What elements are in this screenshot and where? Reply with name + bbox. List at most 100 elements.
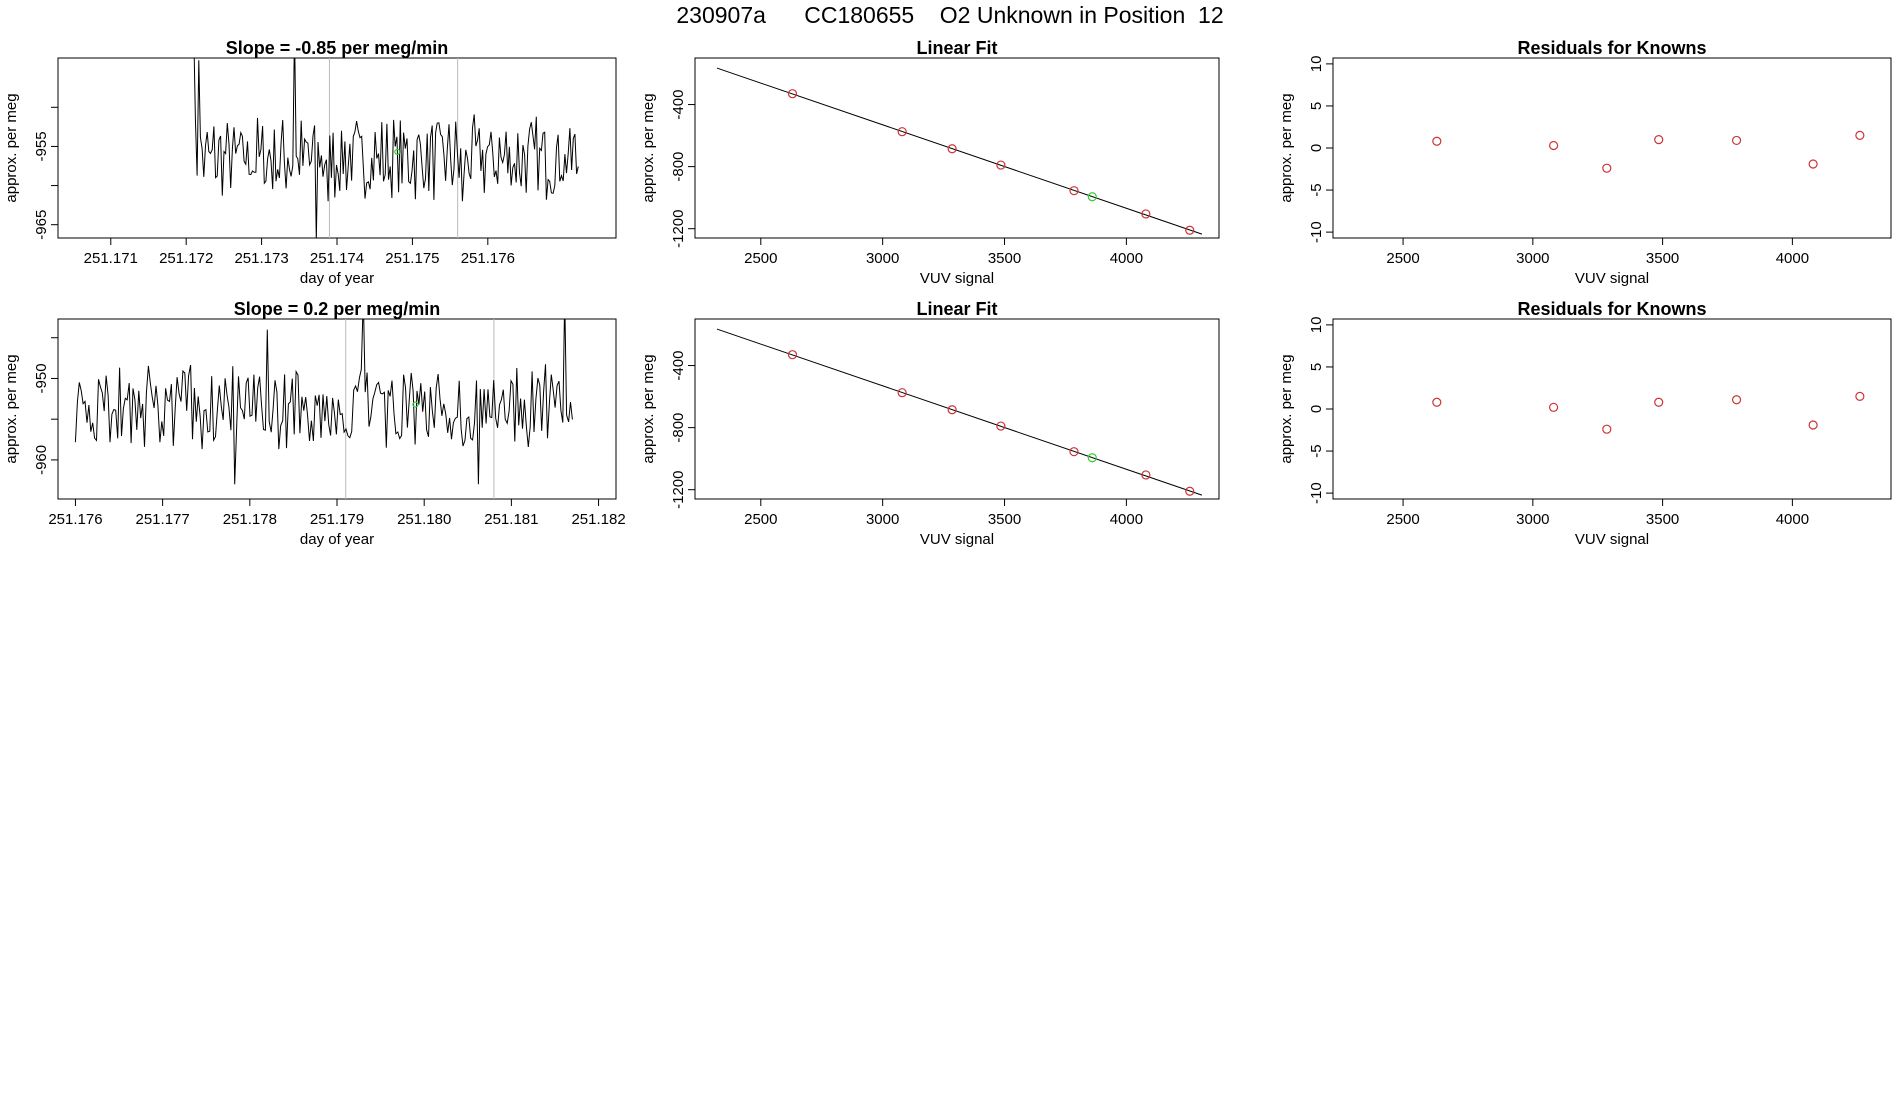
- plot-frame: [57, 57, 617, 239]
- x-tick-label: 3500: [988, 511, 1021, 528]
- plot-frame: [1332, 318, 1892, 500]
- y-tick-label: -965: [33, 210, 50, 240]
- y-tick-label: -1200: [670, 471, 687, 509]
- y-tick-label: -950: [33, 363, 50, 393]
- residual-point: [1602, 424, 1612, 434]
- y-tick-label: -955: [33, 131, 50, 161]
- x-tick-label: 251.178: [223, 511, 277, 528]
- y-tick-label: -10: [1308, 221, 1325, 243]
- plot-frame: [1332, 57, 1892, 239]
- x-tick-label: 3000: [1516, 511, 1549, 528]
- chart-title: Linear Fit: [916, 299, 997, 319]
- x-tick-label: 2500: [1386, 250, 1419, 267]
- plot-frame: [694, 318, 1220, 500]
- chart-res2: Residuals for Knowns 2500 3000 3500 4000 -10 -…: [1278, 299, 1892, 548]
- x-axis-label: day of year: [300, 531, 374, 548]
- x-axis-label: VUV signal: [1575, 531, 1649, 548]
- plot-area: [1432, 391, 1865, 434]
- fit-line: [716, 328, 1203, 496]
- plot-area: [716, 67, 1203, 235]
- known-point: [996, 421, 1006, 431]
- x-tick-label: 251.175: [385, 250, 439, 267]
- known-point: [996, 160, 1006, 170]
- y-tick-label: -800: [670, 152, 687, 182]
- y-axis-label: approx. per meg: [1278, 93, 1295, 202]
- y-tick-label: -960: [33, 445, 50, 475]
- x-tick-label: 251.171: [84, 250, 138, 267]
- x-tick-label: 3000: [1516, 250, 1549, 267]
- x-tick-label: 251.179: [310, 511, 364, 528]
- x-tick-label: 2500: [744, 250, 777, 267]
- series-line: [193, 58, 579, 238]
- x-axis-label: VUV signal: [920, 270, 994, 287]
- y-axis-label: approx. per meg: [640, 93, 657, 202]
- y-tick-label: 5: [1308, 363, 1325, 371]
- y-axis-label: approx. per meg: [3, 93, 20, 202]
- residual-point: [1654, 397, 1664, 407]
- residual-point: [1855, 391, 1865, 401]
- x-tick-label: 3000: [866, 511, 899, 528]
- x-tick-label: 251.176: [461, 250, 515, 267]
- x-tick-label: 3500: [988, 250, 1021, 267]
- plot-area: [716, 328, 1203, 496]
- known-point: [897, 127, 907, 137]
- known-point: [787, 89, 798, 99]
- known-point: [1069, 447, 1079, 457]
- x-axis-label: day of year: [300, 270, 374, 287]
- x-tick-label: 3500: [1646, 511, 1679, 528]
- x-tick-label: 4000: [1776, 250, 1809, 267]
- y-tick-label: -5: [1308, 444, 1325, 457]
- y-tick-label: 0: [1308, 144, 1325, 152]
- chart-title: Slope = -0.85 per meg/min: [226, 38, 449, 58]
- known-point: [1185, 486, 1195, 496]
- y-tick-label: 10: [1308, 56, 1325, 73]
- residual-point: [1602, 163, 1612, 173]
- x-axis-label: VUV signal: [920, 531, 994, 548]
- x-tick-label: 251.182: [571, 511, 625, 528]
- residual-point: [1432, 397, 1442, 407]
- residual-point: [1808, 420, 1818, 430]
- chart-fit2: Linear Fit 2500 3000 3500 4000 -1200 -800 -400 V…: [640, 299, 1220, 548]
- residual-point: [1808, 159, 1818, 169]
- y-tick-label: -400: [670, 90, 687, 120]
- x-tick-label: 4000: [1110, 511, 1143, 528]
- y-tick-label: -10: [1308, 482, 1325, 504]
- y-tick-label: -5: [1308, 183, 1325, 196]
- x-tick-label: 251.172: [159, 250, 213, 267]
- known-point: [1141, 470, 1151, 480]
- plot-area: [1432, 130, 1865, 173]
- x-tick-label: 251.174: [310, 250, 364, 267]
- known-point: [787, 350, 798, 360]
- x-tick-label: 3000: [866, 250, 899, 267]
- unknown-point: [1087, 453, 1097, 463]
- residual-point: [1432, 136, 1442, 146]
- chart-title: Linear Fit: [916, 38, 997, 58]
- series-line: [74, 319, 573, 485]
- x-tick-label: 4000: [1776, 511, 1809, 528]
- known-point: [1069, 186, 1079, 196]
- residual-point: [1731, 135, 1742, 146]
- chart-title: Slope = 0.2 per meg/min: [234, 299, 441, 319]
- residual-point: [1731, 395, 1742, 405]
- y-axis-label: approx. per meg: [3, 354, 20, 463]
- plot-area: [74, 319, 573, 499]
- known-point: [947, 405, 957, 415]
- x-tick-label: 251.176: [48, 511, 102, 528]
- unknown-marker: [412, 401, 419, 408]
- known-point: [897, 388, 907, 398]
- chart-fit1: Linear Fit 2500 3000 3500 4000 -1200 -800 -400 V…: [640, 38, 1220, 287]
- x-tick-label: 4000: [1110, 250, 1143, 267]
- x-tick-label: 251.180: [397, 511, 451, 528]
- residual-point: [1549, 140, 1559, 151]
- residual-point: [1549, 402, 1559, 412]
- x-tick-label: 2500: [1386, 511, 1419, 528]
- y-axis-label: approx. per meg: [1278, 354, 1295, 463]
- y-tick-label: 10: [1308, 317, 1325, 334]
- plot-frame: [694, 57, 1220, 239]
- known-point: [1141, 209, 1151, 219]
- chart-title: Residuals for Knowns: [1517, 299, 1706, 319]
- x-tick-label: 251.181: [484, 511, 538, 528]
- unknown-point: [1087, 192, 1097, 202]
- x-axis-label: VUV signal: [1575, 270, 1649, 287]
